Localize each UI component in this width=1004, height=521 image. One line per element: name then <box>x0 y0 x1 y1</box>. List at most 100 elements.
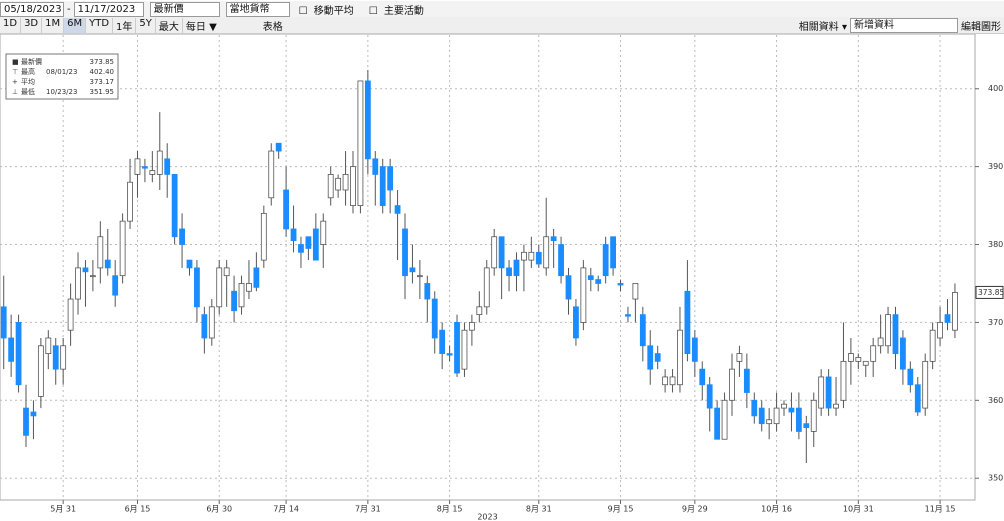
candle-body <box>149 170 156 175</box>
legend: ■ 最新價 373.85 ⊤ 最高 08/01/23 402.40 + 平均 373.17 ⊥ 最低 1… <box>5 53 119 100</box>
x-tick-label: 5月 31 <box>50 505 76 514</box>
candle-body <box>885 314 891 347</box>
period-button[interactable]: 1D <box>0 17 22 33</box>
candle-body <box>186 259 193 269</box>
period-button[interactable]: 5Y <box>136 17 156 33</box>
candle-body <box>238 283 245 308</box>
candle-body <box>416 275 423 278</box>
legend-date: 10/23/23 <box>46 88 77 96</box>
candle-body <box>201 314 208 339</box>
candle-body <box>387 166 394 191</box>
candle-body <box>766 419 773 425</box>
candle-body <box>914 384 921 413</box>
candle-body <box>446 353 453 356</box>
candle-body <box>862 360 869 366</box>
candle-body <box>521 251 527 261</box>
candle-body <box>372 158 379 175</box>
period-button[interactable]: YTD <box>86 17 114 33</box>
candle-body <box>424 283 431 300</box>
candle-body <box>208 306 215 339</box>
candle-body <box>647 345 654 370</box>
period-button[interactable]: 3D <box>21 17 43 33</box>
table-button[interactable]: 表格 <box>262 21 283 33</box>
candle-body <box>67 298 74 331</box>
legend-symbol: ■ <box>12 58 19 66</box>
legend-box <box>5 53 119 100</box>
candle-body <box>573 306 579 339</box>
candle-body <box>127 181 133 222</box>
start-date[interactable]: 05/18/2023 <box>0 1 64 17</box>
candle-body <box>892 314 899 354</box>
y-tick-label: 370 <box>988 318 1003 327</box>
period-button[interactable]: 1年 <box>113 17 137 33</box>
last-price-tag <box>975 285 1004 299</box>
x-tick-label: 7月 14 <box>273 505 299 514</box>
period-button[interactable]: 6M <box>64 17 87 33</box>
y-tick-label: 390 <box>988 162 1003 171</box>
candle-body <box>870 345 877 362</box>
candle-body <box>379 166 386 206</box>
candle-body <box>840 360 847 401</box>
currency-select[interactable]: 當地貨幣 <box>225 1 290 17</box>
candle-body <box>937 322 943 339</box>
x-tick-label: 8月 31 <box>526 505 552 514</box>
candle-body <box>268 150 275 199</box>
candle-body <box>45 337 52 354</box>
candle-body <box>833 403 839 409</box>
candle-body <box>803 423 810 428</box>
candle-body <box>818 376 825 409</box>
legend-date: 08/01/23 <box>46 68 77 76</box>
frequency[interactable]: 每日 ▼ <box>185 21 217 33</box>
candle-body <box>431 298 438 339</box>
candle-body <box>729 368 735 401</box>
candle-body <box>558 244 564 277</box>
candle-body <box>580 267 587 323</box>
candle-body <box>677 329 683 386</box>
candle-body <box>602 244 609 277</box>
candle-body <box>743 368 750 393</box>
candle-body <box>231 290 237 312</box>
candle-body <box>164 158 171 175</box>
events[interactable]: ☐ 主要活動 <box>366 2 430 17</box>
candle-body <box>335 177 342 191</box>
candle-body <box>104 259 111 269</box>
last-price-label: 373.85 <box>978 288 1004 297</box>
candle-body <box>216 267 223 308</box>
candle-body <box>37 345 44 397</box>
candle-body <box>8 337 15 362</box>
candle-body <box>253 267 260 288</box>
x-tick-label: 10月 16 <box>761 505 792 514</box>
candle-body <box>23 407 29 436</box>
edit-button[interactable]: 編輯圖形 <box>961 21 1001 33</box>
candle-body <box>357 80 364 206</box>
related-button[interactable]: 相關資料 ▾ <box>798 21 847 33</box>
candle-body <box>260 212 267 261</box>
field-select[interactable]: 最新價 <box>149 1 220 17</box>
period-button[interactable]: 1M <box>42 17 65 33</box>
end-date[interactable]: 11/17/2023 <box>73 1 144 17</box>
legend-value: 351.95 <box>90 88 115 96</box>
x-tick-label: 8月 15 <box>437 505 463 514</box>
candle-body <box>119 220 126 277</box>
candle-body <box>907 368 914 386</box>
candle-body <box>855 357 862 362</box>
candle-body <box>454 322 460 374</box>
add-data[interactable]: 新增資料 <box>850 17 958 33</box>
candle-body <box>350 166 356 206</box>
candle-body <box>394 205 401 214</box>
moving-avg-label: 移動平均 <box>313 5 354 17</box>
y-tick-label: 380 <box>988 240 1003 249</box>
candle-body <box>706 384 713 409</box>
candle-body <box>795 407 802 432</box>
candle-body <box>491 236 498 269</box>
period-button[interactable]: 最大 <box>156 17 183 33</box>
candle-body <box>468 322 475 331</box>
candle-body <box>662 376 669 386</box>
candle-body <box>714 407 721 440</box>
candle-body <box>305 236 312 249</box>
candle-body <box>528 251 535 261</box>
candle-body <box>283 189 290 230</box>
candle-body <box>587 275 594 280</box>
moving-avg[interactable]: ☐ 移動平均 <box>296 2 360 17</box>
